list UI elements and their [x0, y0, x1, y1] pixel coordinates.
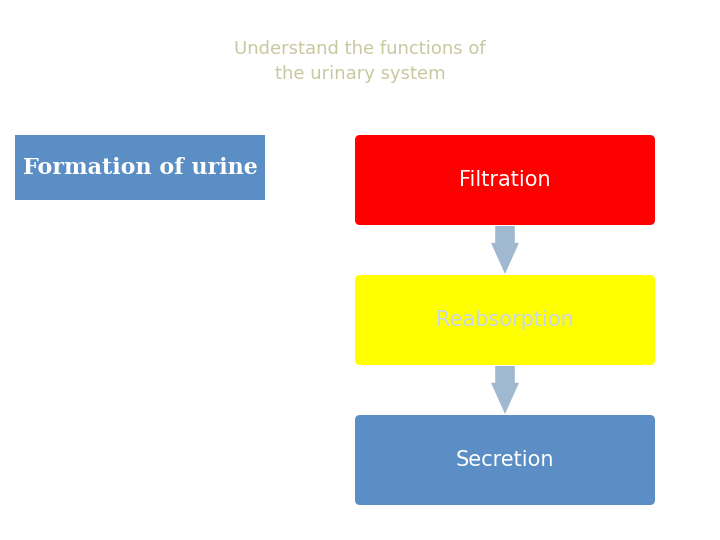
Text: Filtration: Filtration [459, 170, 551, 190]
FancyBboxPatch shape [15, 135, 265, 200]
Text: Reabsorption: Reabsorption [436, 310, 574, 330]
FancyBboxPatch shape [355, 275, 655, 365]
Text: Understand the functions of
the urinary system: Understand the functions of the urinary … [234, 40, 486, 83]
FancyBboxPatch shape [355, 415, 655, 505]
Polygon shape [491, 366, 519, 414]
Text: Secretion: Secretion [456, 450, 554, 470]
Text: Formation of urine: Formation of urine [22, 157, 258, 179]
FancyBboxPatch shape [355, 135, 655, 225]
Polygon shape [491, 226, 519, 274]
